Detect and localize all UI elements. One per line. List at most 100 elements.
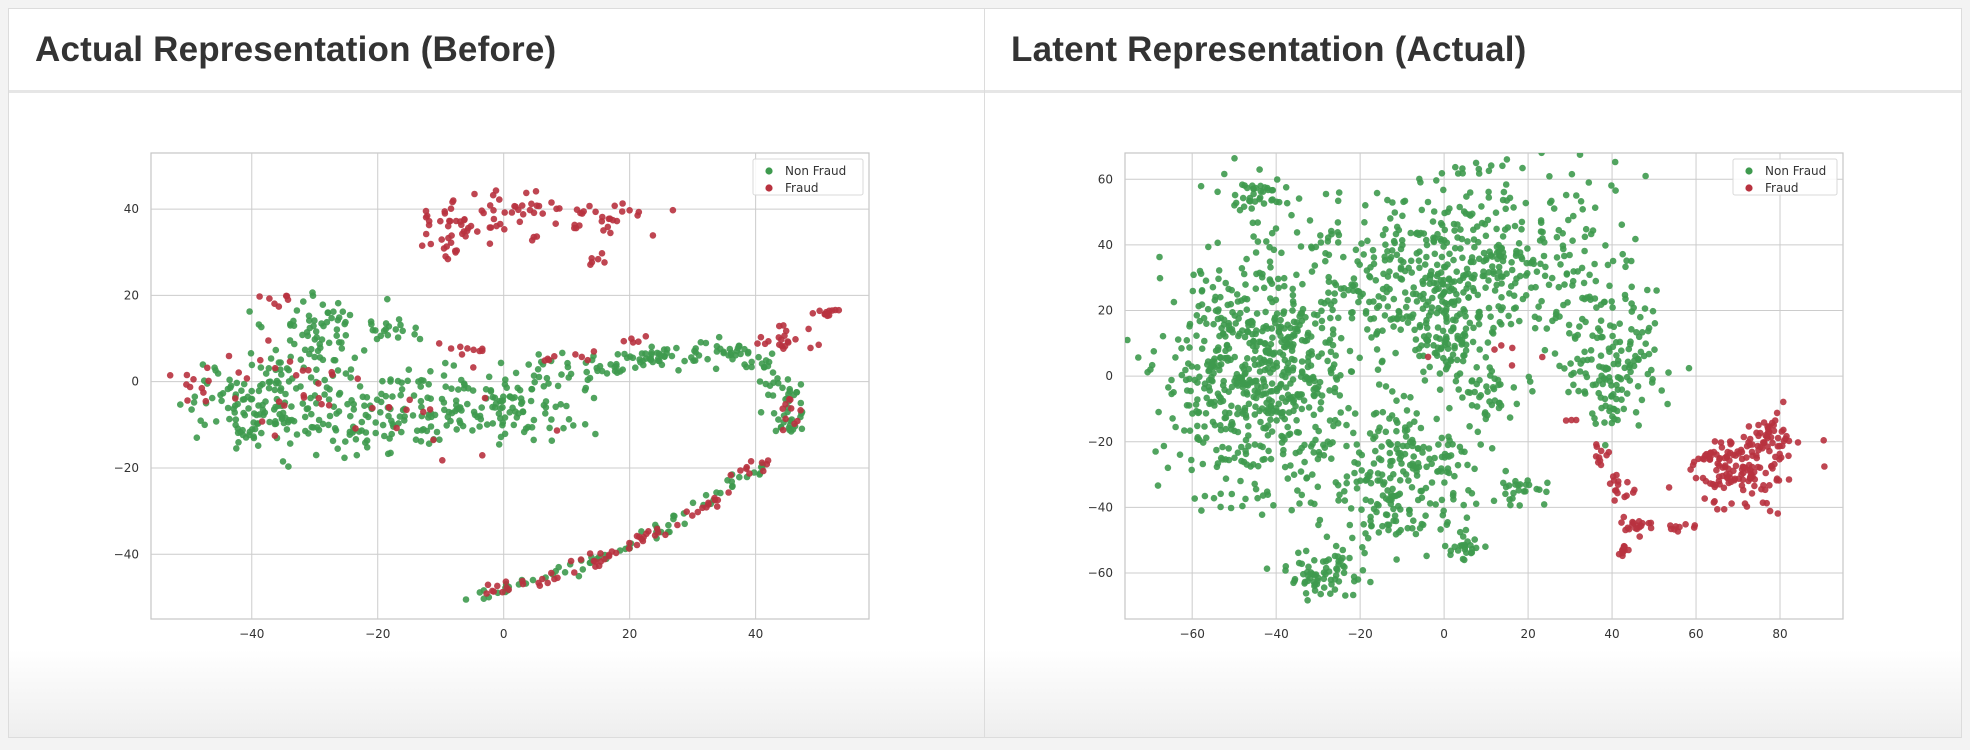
data-point (1234, 410, 1241, 418)
data-point (325, 421, 332, 429)
data-point (1446, 250, 1453, 258)
data-point (305, 430, 312, 437)
data-point (1395, 529, 1403, 536)
data-point (1224, 357, 1232, 364)
data-point (1254, 219, 1261, 226)
data-point (1582, 225, 1590, 233)
data-point (321, 376, 329, 384)
data-point (600, 227, 607, 234)
data-point (1331, 384, 1339, 392)
data-point (1209, 418, 1217, 426)
data-point (1256, 194, 1264, 201)
data-point (1404, 319, 1412, 326)
data-point (440, 399, 448, 406)
data-point (1491, 346, 1498, 353)
data-point (1470, 324, 1477, 332)
data-point (1204, 305, 1212, 313)
chart-container: −40 −20 0 20 40 −40 −20 0 20 40 Non Fraud Fraud (9, 96, 984, 656)
data-point (1396, 477, 1404, 484)
data-point (235, 439, 242, 446)
data-point (1282, 184, 1290, 191)
data-point (1581, 233, 1589, 241)
data-point (1285, 431, 1292, 439)
data-point (397, 321, 404, 329)
data-point (539, 210, 546, 217)
data-point (1459, 533, 1467, 540)
data-point (527, 397, 535, 405)
data-point (1665, 369, 1672, 376)
data-point (1261, 455, 1268, 463)
data-point (1469, 284, 1477, 292)
data-point (1223, 341, 1231, 349)
data-point (1472, 500, 1480, 508)
y-tick-label: 20 (1098, 304, 1113, 318)
data-point (532, 188, 540, 195)
data-point (1490, 324, 1497, 332)
data-point (1332, 542, 1340, 550)
data-point (202, 397, 210, 405)
data-point (1411, 326, 1418, 334)
data-point (1489, 330, 1497, 337)
data-point (393, 424, 400, 432)
data-point (712, 365, 720, 373)
data-point (224, 385, 232, 393)
data-point (1198, 288, 1206, 295)
data-point (1290, 331, 1297, 338)
data-point (1231, 377, 1238, 385)
data-point (271, 386, 279, 394)
data-point (1628, 283, 1635, 291)
data-point (1440, 263, 1448, 271)
data-point (1541, 346, 1549, 354)
data-point (1503, 270, 1510, 277)
data-point (457, 218, 464, 225)
data-point (190, 376, 197, 383)
data-point (1416, 323, 1424, 331)
data-point (1422, 484, 1430, 492)
data-point (1710, 448, 1718, 456)
data-point (1297, 468, 1305, 475)
data-point (1667, 522, 1674, 529)
data-point (1638, 396, 1646, 404)
data-point (705, 499, 712, 507)
data-point (1346, 347, 1354, 355)
data-point (1280, 274, 1288, 282)
data-point (493, 222, 500, 230)
data-point (1234, 404, 1242, 412)
data-point (1231, 454, 1238, 462)
data-point (1417, 179, 1424, 186)
data-point (290, 317, 297, 325)
data-point (265, 378, 273, 386)
data-point (1444, 208, 1452, 216)
data-point (489, 191, 497, 199)
data-point (318, 336, 326, 343)
data-point (1454, 461, 1462, 469)
data-point (1658, 387, 1665, 394)
data-point (1489, 263, 1496, 270)
data-point (1368, 522, 1375, 530)
data-point (1302, 314, 1309, 321)
data-point (301, 413, 309, 421)
data-point (1632, 235, 1639, 243)
data-point (1754, 463, 1762, 471)
data-point (201, 421, 208, 429)
data-point (1433, 272, 1441, 280)
data-point (1373, 508, 1380, 516)
data-point (412, 324, 420, 332)
data-point (758, 360, 766, 368)
data-point (1289, 285, 1296, 293)
data-point (1592, 420, 1599, 428)
data-point (1164, 464, 1172, 472)
data-point (1508, 266, 1516, 274)
data-point (1214, 188, 1221, 196)
data-point (1389, 485, 1396, 493)
data-point (1471, 465, 1478, 473)
data-point (1389, 199, 1396, 206)
data-point (416, 335, 424, 343)
data-point (1550, 205, 1558, 212)
data-point (1260, 200, 1268, 207)
data-point (377, 332, 385, 340)
data-point (1410, 453, 1417, 460)
data-point (1462, 347, 1470, 354)
data-point (1393, 223, 1401, 231)
data-point (1522, 488, 1529, 495)
